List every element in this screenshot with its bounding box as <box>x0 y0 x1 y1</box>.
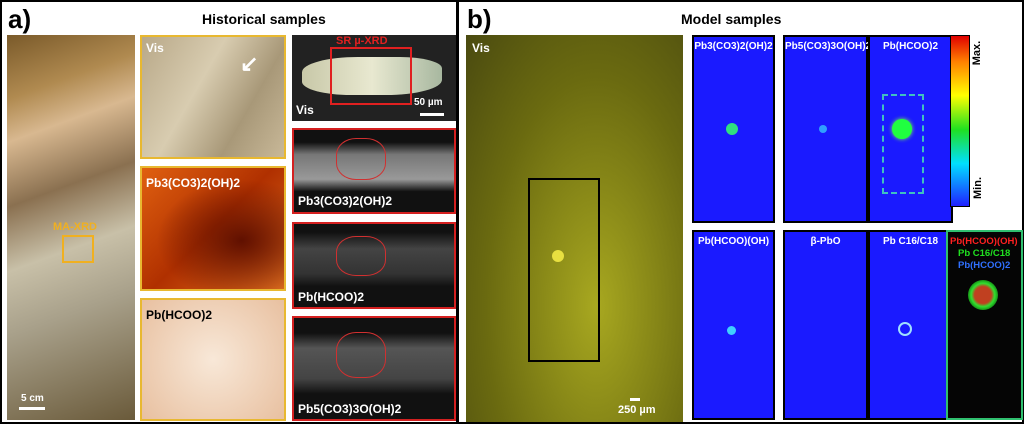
arrow-icon: ↙ <box>240 51 259 76</box>
micro-image: SR µ-XRD Vis 50 µm <box>292 35 456 121</box>
xrd-map-1: Pb3(CO3)2(OH)2 <box>292 128 456 214</box>
region-outline <box>336 138 386 180</box>
roi-label: MA-XRD <box>53 221 97 233</box>
scale-label: 5 cm <box>21 393 44 404</box>
model-map-4: Pb(HCOO)(OH) <box>692 230 775 420</box>
hotspot <box>892 119 912 139</box>
region-outline <box>336 332 386 378</box>
composite-spot <box>968 280 998 310</box>
map-pbhcoo-image: Pb(HCOO)2 <box>140 298 286 421</box>
scale-label: 250 µm <box>618 404 656 416</box>
map-label: Pb(HCOO)2 <box>146 308 212 322</box>
roi-box <box>62 235 94 263</box>
colorbar-min-label: Min. <box>972 177 984 199</box>
vis-label: Vis <box>472 41 490 55</box>
scale-label: 50 µm <box>414 97 443 108</box>
hotspot-ring <box>898 322 912 336</box>
model-vis-image: Vis 250 µm <box>466 35 683 422</box>
panel-b-letter: b) <box>467 4 492 34</box>
map-label: Pb(HCOO)(OH) <box>697 236 770 247</box>
model-map-1: Pb3(CO3)2(OH)2 <box>692 35 775 223</box>
region-outline <box>336 236 386 276</box>
xrd-map-2: Pb(HCOO)2 <box>292 222 456 309</box>
vis-detail-image: Vis ↙ <box>140 35 286 159</box>
panel-a: a) Historical samples MA-XRD 5 cm Vis ↙ … <box>0 0 458 424</box>
map-label: Pb3(CO3)2(OH)2 <box>298 194 393 208</box>
hotspot <box>727 326 736 335</box>
panel-b-title: Model samples <box>681 11 782 27</box>
model-map-5: β-PbO <box>783 230 868 420</box>
model-map-2: Pb5(CO3)3O(OH)2 <box>783 35 872 223</box>
map-label: β-PbO <box>810 236 841 247</box>
scale-bar <box>630 398 640 401</box>
colorbar <box>950 35 970 207</box>
roi-box <box>882 94 924 194</box>
scale-bar <box>420 113 444 116</box>
map-label: Pb3(CO3)2(OH)2 <box>146 176 241 190</box>
composite-label-3: Pb(HCOO)2 <box>958 260 1011 271</box>
map-label: Pb(HCOO)2 <box>298 290 364 304</box>
map-label: Pb3(CO3)2(OH)2 <box>694 41 773 52</box>
panel-b: b) Model samples Vis 250 µm Pb3(CO3)2(OH… <box>457 0 1024 424</box>
scale-bar <box>19 407 45 410</box>
vis-label: Vis <box>146 41 164 55</box>
roi-label: SR µ-XRD <box>336 35 388 47</box>
composite-label-1: Pb(HCOO)(OH) <box>950 236 1018 247</box>
composite-label-2: Pb C16/C18 <box>958 248 1011 259</box>
map-label: Pb5(CO3)3O(OH)2 <box>785 41 872 52</box>
model-map-3: Pb(HCOO)2 <box>868 35 953 223</box>
composite-map: Pb(HCOO)(OH) Pb C16/C18 Pb(HCOO)2 <box>946 230 1023 420</box>
map-label: Pb5(CO3)3O(OH)2 <box>298 402 402 416</box>
map-label: Pb C16/C18 <box>882 236 939 247</box>
painting-image: MA-XRD 5 cm <box>7 35 135 420</box>
panel-a-title: Historical samples <box>202 11 326 27</box>
sample-spot <box>552 250 564 262</box>
hotspot <box>726 123 738 135</box>
roi-box <box>330 47 412 105</box>
vis-label: Vis <box>296 103 314 117</box>
model-map-6: Pb C16/C18 <box>868 230 953 420</box>
xrd-map-3: Pb5(CO3)3O(OH)2 <box>292 316 456 421</box>
map-pb3co3-image: Pb3(CO3)2(OH)2 <box>140 166 286 291</box>
map-label: Pb(HCOO)2 <box>883 41 938 52</box>
colorbar-max-label: Max. <box>971 40 984 66</box>
sample-fragment <box>302 57 442 95</box>
hotspot <box>819 125 827 133</box>
roi-box <box>528 178 600 362</box>
panel-a-letter: a) <box>8 4 32 34</box>
